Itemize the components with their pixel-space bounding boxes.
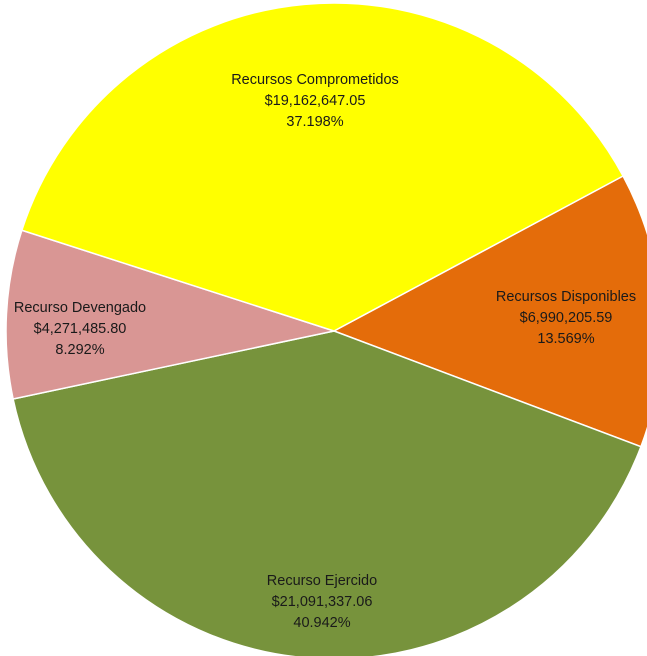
slice-label-amount: $19,162,647.05	[265, 93, 366, 109]
slice-label-amount: $6,990,205.59	[520, 310, 613, 326]
slice-label-percent: 40.942%	[293, 615, 350, 631]
slice-label-name: Recursos Disponibles	[496, 289, 636, 305]
slice-label-name: Recursos Comprometidos	[231, 72, 399, 88]
pie-slice-1	[332, 174, 647, 448]
slice-label-name: Recurso Ejercido	[267, 573, 377, 589]
pie-slice-2	[12, 330, 642, 656]
pie-slice-4	[20, 2, 625, 332]
pie-slice-3	[5, 229, 337, 400]
slice-label-amount: $21,091,337.06	[272, 594, 373, 610]
slice-label-percent: 8.292%	[55, 342, 104, 358]
slice-label-percent: 13.569%	[537, 331, 594, 347]
slice-data-label: Recurso Ejercido $21,091,337.06 40.942%	[267, 573, 377, 631]
slice-data-label: Recursos Disponibles $6,990,205.59 13.569%	[496, 289, 636, 347]
slice-label-name: Recurso Devengado	[14, 300, 146, 316]
slice-label-amount: $4,271,485.80	[34, 321, 127, 337]
slice-data-label: Recurso Devengado $4,271,485.80 8.292%	[14, 300, 146, 358]
slice-data-label: Recursos Comprometidos $19,162,647.05 37.1…	[231, 72, 399, 130]
slice-label-percent: 37.198%	[286, 114, 343, 130]
